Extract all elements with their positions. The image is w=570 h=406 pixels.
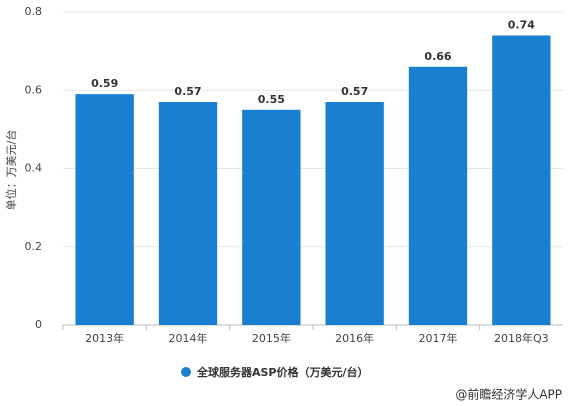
y-tick-label: 0.8 [25, 5, 43, 18]
y-tick-label: 0.4 [25, 162, 43, 175]
legend-label: 全球服务器ASP价格（万美元/台） [196, 365, 369, 379]
bar [325, 101, 384, 325]
x-tick-label: 2018年Q3 [494, 331, 549, 345]
bar [242, 109, 301, 325]
data-label: 0.59 [91, 77, 118, 90]
y-axis-label: 单位：万美元/台 [4, 130, 18, 211]
bar [158, 101, 218, 325]
x-tick-label: 2013年 [85, 331, 124, 345]
source: @前瞻经济学人APP [455, 387, 562, 402]
bar [408, 66, 468, 326]
x-tick-label: 2014年 [169, 331, 208, 345]
y-tick-label: 0.2 [25, 240, 43, 253]
data-label: 0.74 [508, 18, 535, 31]
x-tick-label: 2015年 [252, 331, 291, 345]
y-tick-label: 0.6 [25, 83, 43, 96]
data-label: 0.57 [174, 85, 201, 98]
data-label: 0.57 [341, 85, 368, 98]
y-tick-label: 0 [35, 318, 42, 331]
bar [492, 35, 551, 325]
data-label: 0.66 [424, 50, 451, 63]
data-label: 0.55 [258, 93, 285, 106]
x-tick-label: 2017年 [419, 331, 458, 345]
legend-marker [181, 367, 191, 377]
x-tick-label: 2016年 [335, 331, 374, 345]
bar [75, 94, 134, 325]
